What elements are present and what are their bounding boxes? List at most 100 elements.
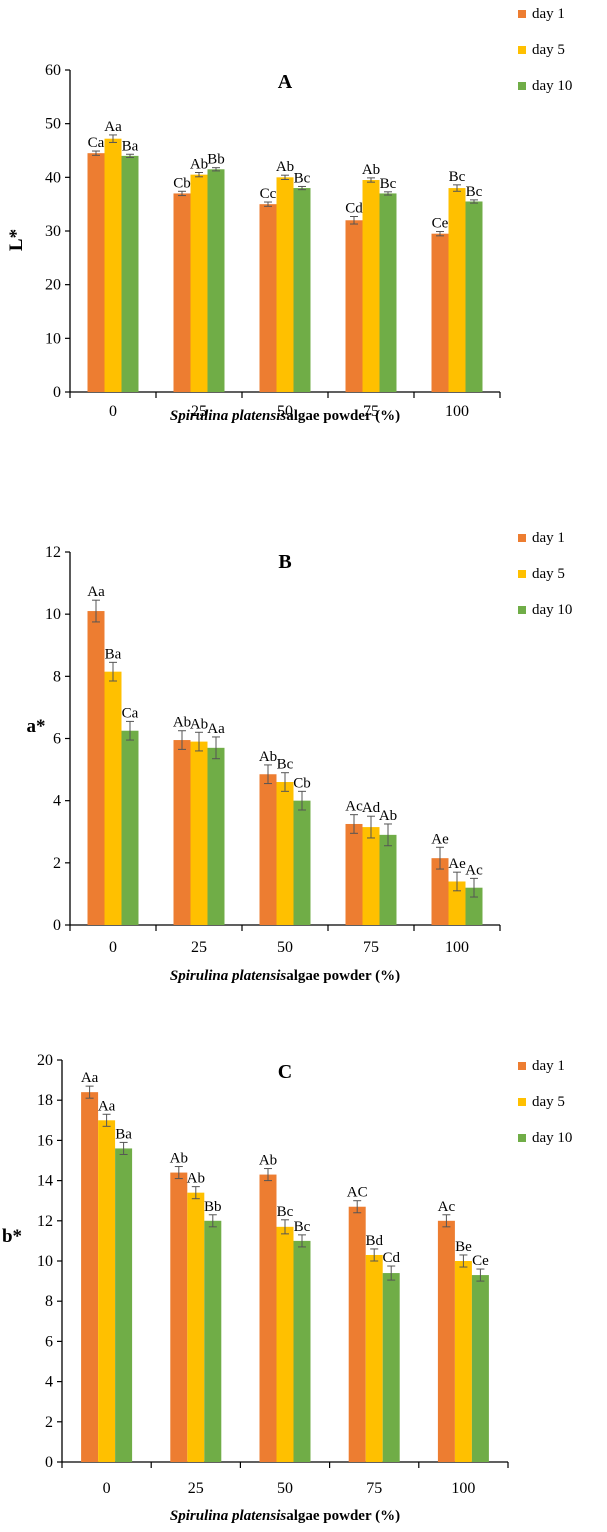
legend-label: day 10	[532, 78, 572, 94]
x-tick-label: 100	[445, 939, 469, 956]
y-tick-label: 2	[45, 1414, 53, 1431]
legend-swatch	[518, 1062, 526, 1070]
significance-label: Ac	[345, 799, 363, 815]
y-tick-label: 14	[37, 1173, 53, 1190]
significance-label: Ab	[187, 1171, 205, 1187]
significance-label: Ab	[362, 162, 380, 178]
significance-label: Ab	[379, 808, 397, 824]
bar	[81, 1092, 98, 1462]
chart-svg: 0 10 20 30 40 50 60 0 25 50 75 100 Ca Cb Cc Cd Ce Aa Ab Ab A…	[0, 0, 607, 470]
x-tick-label: 0	[109, 939, 117, 956]
y-tick-label: 12	[37, 1213, 53, 1230]
y-tick-label: 20	[45, 277, 61, 294]
bar	[294, 801, 311, 925]
bar	[88, 611, 105, 925]
significance-label: Cd	[345, 201, 363, 217]
legend-swatch	[518, 570, 526, 578]
significance-label: Cd	[382, 1250, 400, 1266]
y-tick-label: 50	[45, 116, 61, 133]
significance-label: Be	[455, 1239, 472, 1255]
panel-title: A	[278, 71, 293, 93]
x-tick-label: 25	[188, 1480, 204, 1497]
bar	[449, 188, 466, 392]
bar	[363, 827, 380, 925]
legend-swatch	[518, 46, 526, 54]
bar	[466, 201, 483, 392]
panel-title: C	[278, 1061, 292, 1083]
bar	[455, 1261, 472, 1462]
x-axis-label-rest: algae powder (%)	[286, 1508, 400, 1524]
bar	[380, 835, 397, 925]
x-tick-label: 0	[109, 403, 117, 420]
x-axis-label-italic: Spirulina platensis	[170, 408, 286, 424]
significance-label: Bc	[466, 184, 483, 200]
x-tick-label: 0	[103, 1480, 111, 1497]
y-tick-label: 0	[53, 384, 61, 401]
significance-label: Cb	[173, 175, 191, 191]
significance-label: Aa	[81, 1070, 99, 1086]
y-axis-label: L*	[6, 229, 27, 251]
bar	[432, 234, 449, 392]
significance-label: AC	[347, 1185, 368, 1201]
chart-a: 0 10 20 30 40 50 60 0 25 50 75 100 Ca Cb Cc Cd Ce Aa Ab Ab A…	[0, 0, 607, 470]
significance-label: Ab	[276, 159, 294, 175]
x-tick-label: 50	[277, 939, 293, 956]
significance-label: Aa	[87, 584, 105, 600]
bar	[277, 177, 294, 392]
significance-label: Bc	[380, 176, 397, 192]
y-tick-label: 6	[45, 1333, 53, 1350]
bar	[122, 731, 139, 925]
bar	[294, 188, 311, 392]
significance-label: Ba	[115, 1126, 132, 1142]
bar	[208, 748, 225, 925]
bar	[380, 193, 397, 392]
y-tick-label: 8	[45, 1293, 53, 1310]
significance-label: Ab	[190, 157, 208, 173]
y-axis-label: a*	[27, 716, 46, 737]
significance-label: Cc	[260, 186, 277, 202]
legend-label: day 5	[532, 42, 565, 58]
legend-label: day 1	[532, 1058, 565, 1074]
significance-label: Ab	[259, 1153, 277, 1169]
significance-label: Bc	[277, 1204, 294, 1220]
y-tick-label: 10	[45, 606, 61, 623]
bar	[105, 672, 122, 925]
legend-swatch	[518, 10, 526, 18]
significance-label: Bb	[207, 152, 225, 168]
bar	[170, 1173, 187, 1462]
x-axis-label-rest: algae powder (%)	[286, 968, 400, 984]
significance-label: Cb	[293, 775, 311, 791]
bar	[260, 1175, 277, 1462]
bar	[174, 740, 191, 925]
bar	[349, 1207, 366, 1462]
legend-label: day 5	[532, 1094, 565, 1110]
bar	[383, 1273, 400, 1462]
significance-label: Ae	[431, 831, 449, 847]
y-tick-label: 18	[37, 1092, 53, 1109]
y-tick-label: 10	[37, 1253, 53, 1270]
y-axis-label: b*	[2, 1226, 22, 1247]
y-tick-label: 6	[53, 731, 61, 748]
significance-label: Ca	[88, 135, 105, 151]
significance-label: Ba	[105, 646, 122, 662]
y-tick-label: 20	[37, 1052, 53, 1069]
significance-label: Aa	[104, 119, 122, 135]
bar	[122, 156, 139, 392]
significance-label: Ab	[190, 716, 208, 732]
significance-label: Ab	[173, 715, 191, 731]
x-tick-label: 100	[445, 403, 469, 420]
y-tick-label: 10	[45, 330, 61, 347]
legend-label: day 10	[532, 602, 572, 618]
chart-svg: 0246810120 25 50 75 100AaAbAbAcAeBaAbBcAdAeC…	[0, 520, 607, 1010]
x-axis-label-italic: Spirulina platensis	[170, 968, 286, 984]
x-axis-label: Spirulina platensisalgae powder (%)	[170, 1508, 400, 1524]
significance-label: Aa	[207, 721, 225, 737]
y-tick-label: 60	[45, 62, 61, 79]
bar	[115, 1148, 132, 1462]
y-tick-label: 2	[53, 855, 61, 872]
significance-label: Ad	[362, 800, 381, 816]
significance-label: Ab	[259, 749, 277, 765]
significance-label: Bb	[204, 1199, 222, 1215]
significance-label: Ce	[432, 216, 449, 232]
significance-label: Ac	[438, 1199, 456, 1215]
